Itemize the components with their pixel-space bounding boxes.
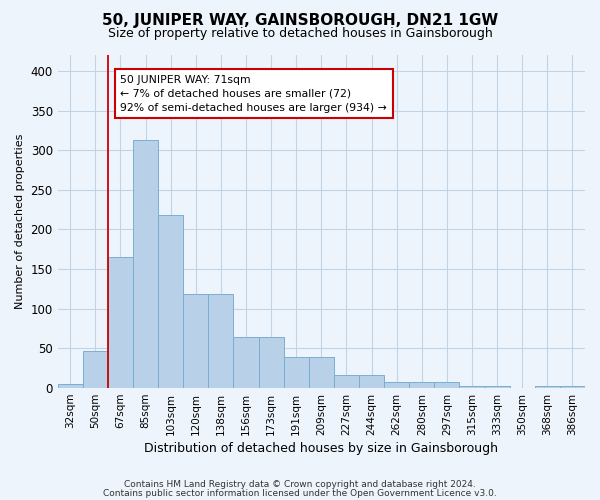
- Bar: [208, 294, 233, 388]
- Bar: [485, 386, 509, 388]
- Text: Size of property relative to detached houses in Gainsborough: Size of property relative to detached ho…: [107, 28, 493, 40]
- Text: 50, JUNIPER WAY, GAINSBOROUGH, DN21 1GW: 50, JUNIPER WAY, GAINSBOROUGH, DN21 1GW: [102, 12, 498, 28]
- Bar: [233, 336, 259, 388]
- Bar: [535, 386, 560, 388]
- Y-axis label: Number of detached properties: Number of detached properties: [15, 134, 25, 309]
- Bar: [460, 386, 485, 388]
- Bar: [58, 384, 83, 388]
- Bar: [359, 376, 384, 388]
- Bar: [384, 382, 409, 388]
- Bar: [434, 382, 460, 388]
- Bar: [133, 140, 158, 388]
- Bar: [83, 351, 108, 388]
- Bar: [158, 215, 183, 388]
- Text: Contains public sector information licensed under the Open Government Licence v3: Contains public sector information licen…: [103, 490, 497, 498]
- Bar: [284, 357, 309, 388]
- Bar: [409, 382, 434, 388]
- Bar: [560, 386, 585, 388]
- Bar: [334, 376, 359, 388]
- Bar: [108, 257, 133, 388]
- Bar: [259, 336, 284, 388]
- X-axis label: Distribution of detached houses by size in Gainsborough: Distribution of detached houses by size …: [145, 442, 499, 455]
- Text: Contains HM Land Registry data © Crown copyright and database right 2024.: Contains HM Land Registry data © Crown c…: [124, 480, 476, 489]
- Bar: [309, 357, 334, 388]
- Text: 50 JUNIPER WAY: 71sqm
← 7% of detached houses are smaller (72)
92% of semi-detac: 50 JUNIPER WAY: 71sqm ← 7% of detached h…: [121, 75, 387, 113]
- Bar: [183, 294, 208, 388]
